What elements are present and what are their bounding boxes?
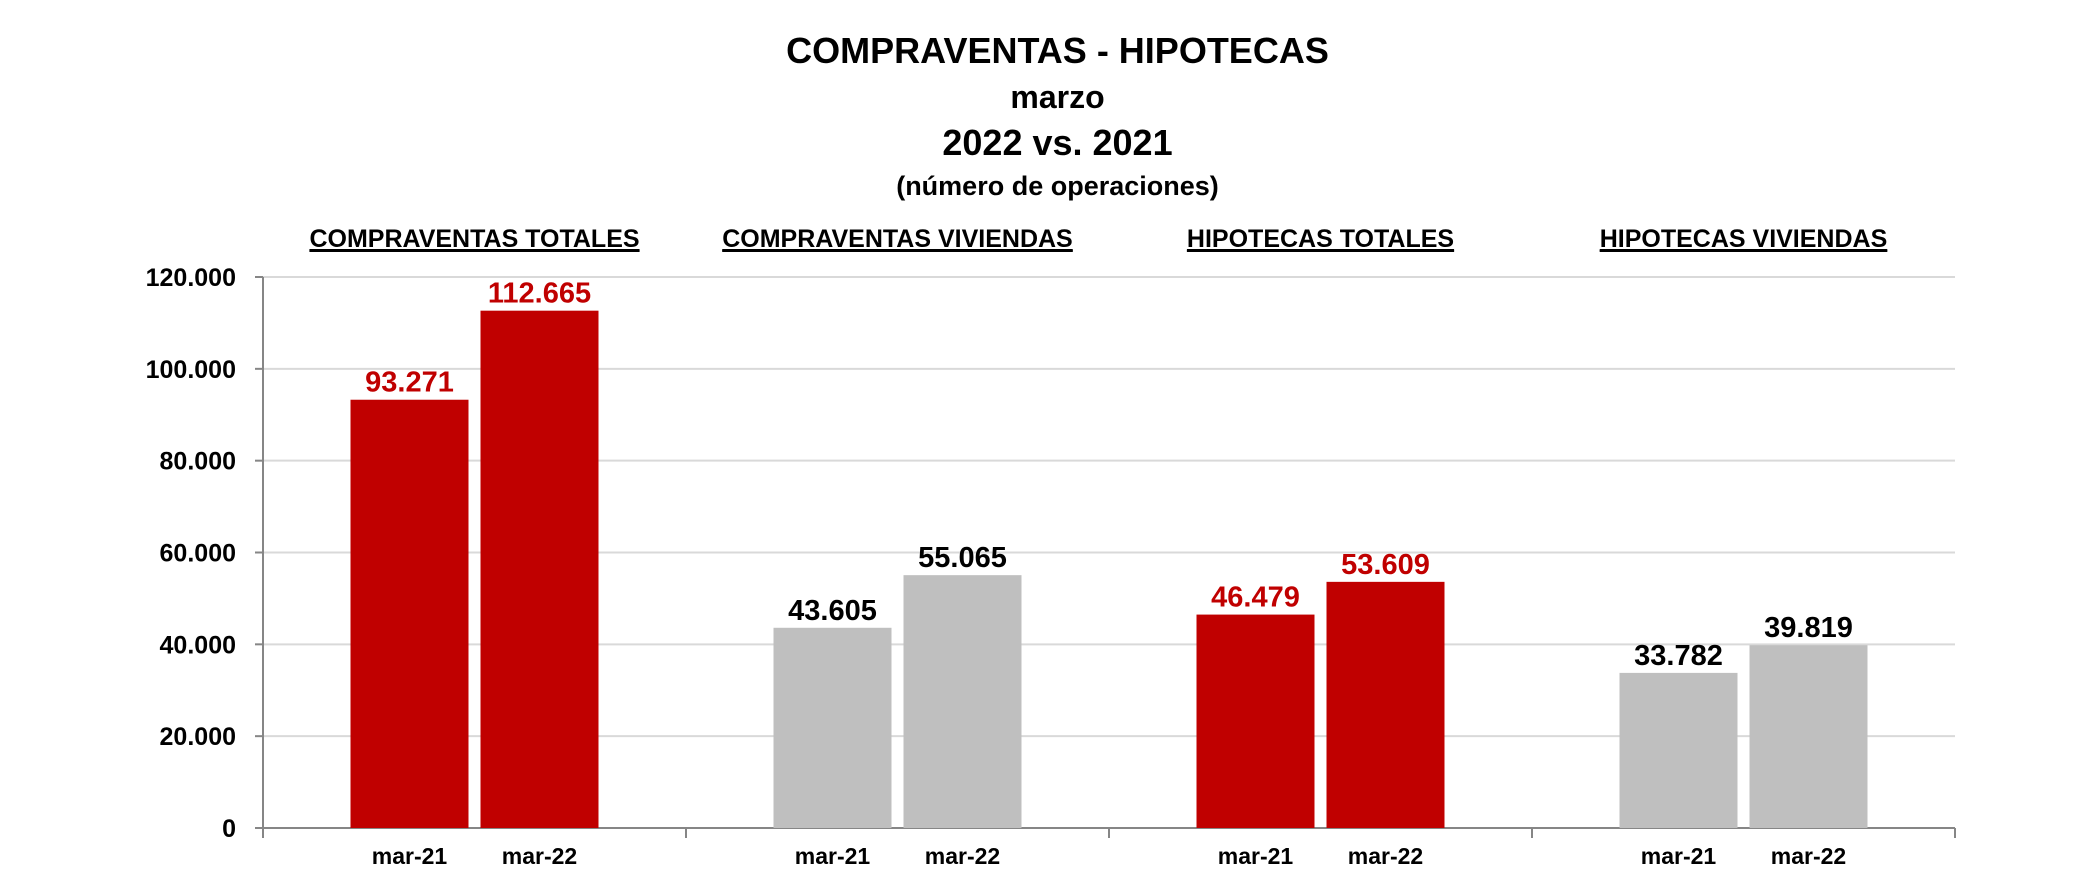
y-tick-label: 80.000 bbox=[160, 448, 236, 476]
data-label: 93.271 bbox=[365, 367, 454, 399]
x-tick-label: mar-22 bbox=[502, 843, 577, 869]
x-tick-label: mar-21 bbox=[795, 843, 871, 869]
chart-subtitle-units: (número de operaciones) bbox=[896, 171, 1219, 201]
data-label: 53.609 bbox=[1341, 549, 1430, 581]
y-tick-label: 120.000 bbox=[146, 264, 236, 292]
x-tick-label: mar-21 bbox=[1218, 843, 1294, 869]
bar bbox=[480, 310, 599, 828]
bar bbox=[1749, 645, 1868, 828]
y-tick-label: 100.000 bbox=[146, 356, 236, 384]
x-tick-label: mar-22 bbox=[1348, 843, 1423, 869]
data-label: 46.479 bbox=[1211, 582, 1300, 614]
data-label: 112.665 bbox=[488, 278, 591, 310]
data-label: 39.819 bbox=[1764, 612, 1853, 644]
x-tick-label: mar-22 bbox=[925, 843, 1000, 869]
data-label: 33.782 bbox=[1634, 640, 1723, 672]
x-tick-label: mar-22 bbox=[1771, 843, 1846, 869]
group-heading: COMPRAVENTAS VIVIENDAS bbox=[722, 225, 1073, 253]
chart-subtitle-years: 2022 vs. 2021 bbox=[942, 122, 1173, 163]
chart-title: COMPRAVENTAS - HIPOTECAS bbox=[786, 30, 1329, 71]
bar bbox=[903, 575, 1022, 828]
bar bbox=[350, 399, 469, 828]
y-tick-label: 0 bbox=[222, 815, 236, 843]
group-heading: COMPRAVENTAS TOTALES bbox=[309, 225, 639, 253]
data-label: 43.605 bbox=[788, 595, 877, 627]
y-tick-label: 40.000 bbox=[160, 631, 236, 659]
bar bbox=[1326, 581, 1445, 828]
chart-subtitle-month: marzo bbox=[1010, 79, 1105, 115]
x-tick-label: mar-21 bbox=[1641, 843, 1717, 869]
group-heading: HIPOTECAS TOTALES bbox=[1187, 225, 1454, 253]
chart-titles: COMPRAVENTAS - HIPOTECAS marzo 2022 vs. … bbox=[0, 28, 2073, 206]
bar bbox=[1619, 672, 1738, 828]
group-heading: HIPOTECAS VIVIENDAS bbox=[1600, 225, 1888, 253]
bar bbox=[773, 627, 892, 828]
y-tick-label: 20.000 bbox=[160, 723, 236, 751]
data-label: 55.065 bbox=[918, 542, 1007, 574]
y-tick-label: 60.000 bbox=[160, 540, 236, 568]
x-tick-label: mar-21 bbox=[372, 843, 448, 869]
bar bbox=[1196, 614, 1315, 828]
